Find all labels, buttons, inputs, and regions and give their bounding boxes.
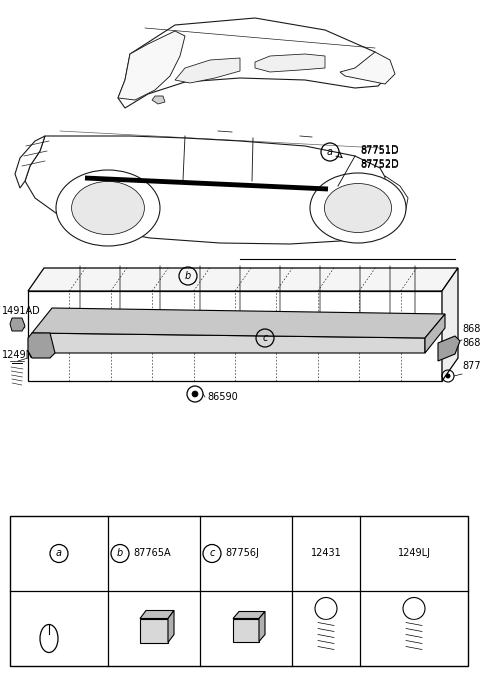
Text: 86590: 86590 — [207, 392, 238, 402]
Polygon shape — [10, 318, 25, 331]
Polygon shape — [168, 610, 174, 642]
Ellipse shape — [40, 625, 58, 652]
Polygon shape — [152, 96, 165, 104]
Text: 87752D: 87752D — [360, 160, 399, 170]
Polygon shape — [32, 333, 425, 353]
Polygon shape — [140, 619, 168, 642]
Text: 1249NL: 1249NL — [2, 350, 39, 360]
Text: 87765A: 87765A — [133, 548, 170, 558]
Text: b: b — [117, 548, 123, 558]
Ellipse shape — [324, 183, 392, 233]
Text: 87751D: 87751D — [360, 145, 398, 155]
Text: 87751D: 87751D — [360, 146, 398, 156]
Text: 12431: 12431 — [311, 548, 341, 558]
Polygon shape — [255, 54, 325, 72]
Text: 1249LJ: 1249LJ — [397, 548, 431, 558]
Polygon shape — [28, 333, 55, 358]
Polygon shape — [438, 336, 460, 361]
Text: 87752D: 87752D — [360, 159, 399, 169]
Text: 87756J: 87756J — [225, 548, 259, 558]
Circle shape — [192, 391, 198, 397]
Text: 86890C: 86890C — [462, 324, 480, 334]
Polygon shape — [233, 619, 259, 642]
Polygon shape — [385, 176, 408, 224]
Ellipse shape — [72, 181, 144, 235]
Ellipse shape — [56, 170, 160, 246]
Text: a: a — [56, 548, 62, 558]
Text: b: b — [185, 271, 191, 281]
Polygon shape — [340, 52, 395, 84]
Text: 1491AD: 1491AD — [2, 306, 41, 316]
Polygon shape — [442, 268, 458, 381]
Text: 87759D: 87759D — [462, 361, 480, 371]
Polygon shape — [25, 136, 395, 244]
Polygon shape — [32, 308, 445, 338]
Ellipse shape — [310, 173, 406, 243]
Circle shape — [315, 598, 337, 619]
Polygon shape — [28, 268, 458, 291]
Circle shape — [403, 598, 425, 619]
Text: c: c — [262, 333, 268, 343]
Polygon shape — [259, 612, 265, 642]
Circle shape — [445, 374, 451, 379]
Polygon shape — [140, 610, 174, 619]
Polygon shape — [15, 136, 45, 188]
Text: c: c — [209, 548, 215, 558]
Polygon shape — [233, 612, 265, 619]
Polygon shape — [118, 18, 390, 108]
Text: 86895C: 86895C — [462, 338, 480, 348]
Polygon shape — [118, 31, 185, 100]
Polygon shape — [28, 291, 442, 381]
Polygon shape — [175, 58, 240, 83]
Polygon shape — [425, 314, 445, 353]
Bar — [10, 516, 468, 666]
Text: 84116: 84116 — [35, 599, 63, 608]
Text: a: a — [327, 147, 333, 157]
Text: 84126R: 84126R — [32, 612, 66, 621]
